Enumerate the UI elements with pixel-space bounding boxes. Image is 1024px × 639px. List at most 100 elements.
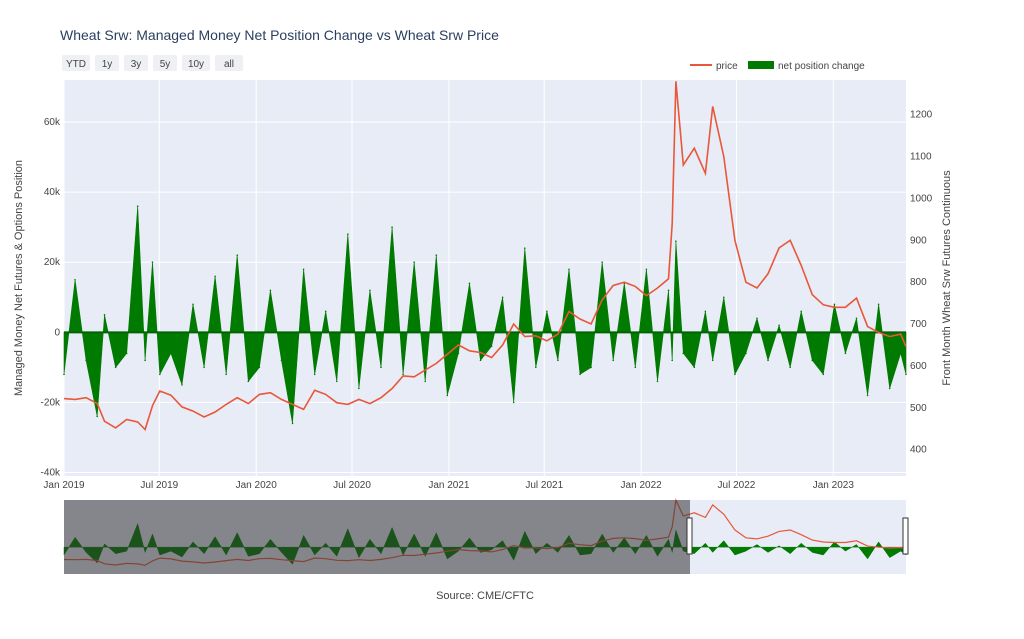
net-position-change-point (413, 261, 415, 264)
net-position-change-point (789, 366, 791, 369)
source-note: Source: CME/CFTC (436, 590, 534, 602)
y2-tick-label: 1000 (910, 193, 933, 204)
net-position-change-point (579, 373, 581, 376)
net-position-change-point (170, 352, 172, 355)
net-position-change-point (63, 373, 65, 376)
range-button-5y[interactable]: 5y (153, 55, 177, 71)
y-tick-label: 60k (44, 117, 61, 128)
net-position-change-point (125, 352, 128, 355)
net-position-change-point (324, 310, 327, 313)
legend-net-change-label: net position change (778, 61, 865, 72)
net-position-change-point (645, 268, 648, 271)
net-position-change-point (590, 366, 592, 369)
net-position-change-point (347, 233, 349, 235)
y2-tick-label: 600 (910, 361, 927, 372)
net-position-change-point (667, 289, 670, 292)
net-position-change-point (535, 366, 537, 369)
net-position-change-point (358, 387, 360, 390)
net-position-change-point (557, 359, 559, 362)
net-position-change-point (634, 366, 637, 369)
plot-area[interactable] (64, 80, 906, 476)
range-button-bg (95, 55, 119, 71)
x-tick-label: Jan 2019 (43, 480, 85, 491)
range-button-bg (62, 55, 90, 71)
net-position-change-point (523, 247, 526, 250)
range-button-1y[interactable]: 1y (95, 55, 119, 71)
range-button-10y[interactable]: 10y (182, 55, 210, 71)
net-position-change-point (151, 261, 154, 264)
range-button-label: 5y (160, 59, 171, 70)
x-tick-label: Jan 2021 (428, 480, 470, 491)
net-position-change-point (335, 380, 338, 383)
net-position-change-point (866, 394, 869, 397)
net-position-change-point (671, 359, 673, 362)
range-button-all[interactable]: all (215, 55, 243, 71)
range-slider-left-handle[interactable] (686, 517, 693, 555)
net-position-change-point (612, 359, 615, 362)
net-position-change-point (258, 366, 261, 369)
net-position-change-point (391, 226, 393, 228)
net-position-change-point (236, 254, 239, 257)
legend: price net position change (690, 61, 865, 72)
net-position-change-point (446, 394, 449, 397)
net-position-change-point (424, 380, 427, 383)
range-button-label: 3y (131, 59, 142, 70)
net-position-change-point (800, 310, 803, 313)
y2-tick-label: 1200 (910, 110, 933, 121)
net-position-change-point (756, 317, 758, 320)
net-position-change-point (734, 373, 736, 376)
net-position-change-point (888, 387, 891, 390)
range-button-label: YTD (66, 59, 86, 70)
y2-tick-label: 700 (910, 319, 927, 330)
net-position-change-point (693, 366, 696, 369)
net-position-change-point (103, 313, 106, 316)
net-position-change-point (546, 310, 548, 313)
net-position-change-point (380, 366, 382, 369)
y2-tick-label: 800 (910, 277, 927, 288)
net-position-change-point (704, 310, 707, 313)
left-axis-label: Managed Money Net Futures & Options Posi… (13, 160, 25, 396)
right-axis-label: Front Month Wheat Srw Futures Continuous (941, 170, 953, 386)
net-position-change-point (833, 303, 836, 306)
net-position-change-point (247, 380, 250, 383)
net-position-change-point (822, 373, 825, 376)
net-position-change-point (114, 366, 117, 369)
y2-tick-label: 400 (910, 445, 927, 456)
net-position-change-point (457, 352, 460, 355)
net-position-change-point (501, 296, 504, 299)
net-position-change-point (905, 373, 907, 376)
range-button-bg (153, 55, 177, 71)
range-button-label: 1y (102, 59, 113, 70)
net-position-change-point (369, 289, 371, 292)
net-position-change-point (490, 345, 493, 348)
net-position-change-point (435, 254, 438, 257)
net-position-change-point (512, 401, 515, 404)
y2-tick-label: 1100 (910, 152, 932, 163)
net-position-change-point (313, 373, 316, 376)
range-selector: YTD 1y 3y 5y 10y all (62, 55, 243, 71)
left-axis-ticks: -40k -20k 0 20k 40k 60k (41, 117, 61, 478)
y-tick-label: 0 (54, 327, 60, 338)
range-slider-right-handle[interactable] (902, 517, 909, 555)
net-position-change-point (479, 359, 482, 362)
range-button-label: all (224, 59, 234, 70)
legend-price-label: price (716, 61, 738, 72)
y2-tick-label: 900 (910, 235, 927, 246)
range-button-label: 10y (188, 59, 204, 70)
net-position-change-point (159, 373, 161, 376)
range-button-bg (182, 55, 210, 71)
net-position-change-point (745, 352, 747, 355)
net-position-change-point (203, 366, 205, 369)
net-position-change-point (136, 205, 139, 207)
right-axis-ticks: 400 500 600 700 800 900 1000 1100 1200 (910, 110, 933, 456)
net-position-change-point (85, 359, 87, 362)
net-position-change-point (291, 422, 294, 425)
range-button-3y[interactable]: 3y (124, 55, 148, 71)
chart-title: Wheat Srw: Managed Money Net Position Ch… (60, 27, 499, 43)
range-button-ytd[interactable]: YTD (62, 55, 90, 71)
legend-net-change-swatch (748, 61, 774, 69)
net-position-change-point (601, 261, 603, 264)
x-tick-label: Jan 2020 (236, 480, 278, 491)
x-tick-label: Jan 2022 (621, 480, 663, 491)
net-position-change-point (778, 324, 780, 327)
